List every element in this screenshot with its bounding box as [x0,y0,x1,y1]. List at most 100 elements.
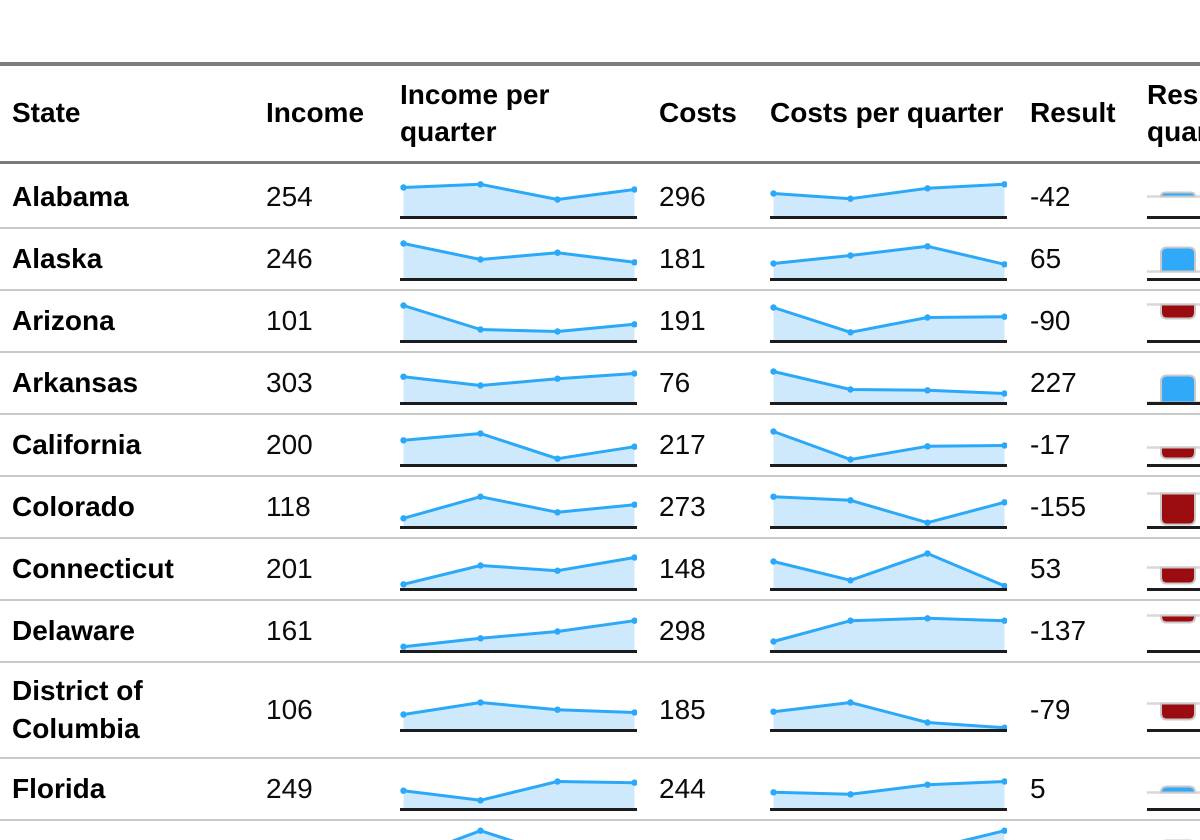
state-name: Arkansas [12,366,139,398]
state-name: Arizona [12,304,115,336]
result-value: -79 [1030,694,1071,725]
result-value [1030,821,1142,840]
costs-sparkline [770,601,1007,661]
income-sparkline [400,477,637,537]
costs-sparkline [770,353,1007,413]
result-bar-chart [1147,539,1200,599]
income-sparkline [400,415,637,475]
result-bar-chart [1147,477,1200,537]
income-value: 101 [266,305,313,336]
income-value: 246 [266,243,313,274]
table-row: Arkansas 303 76 227 [0,353,1200,415]
state-cell [12,821,257,840]
result-value: -137 [1030,615,1087,646]
state-cell: California [12,415,257,475]
column-header-costs: Costs [659,97,737,129]
costs-sparkline [770,229,1007,289]
state-name: District of Columbia [12,674,143,744]
income-value: 118 [266,491,311,522]
income-value: 254 [266,181,313,212]
income-sparkline [400,539,637,599]
column-header-costs-per-quarter: Costs per quarter [770,97,1004,129]
state-name: Florida [12,772,106,804]
table-row: District of Columbia 106 185 -79 [0,663,1200,759]
income-sparkline [400,759,637,819]
costs-value [659,821,763,840]
result-value: 65 [1030,243,1062,274]
table-row: Arizona 101 191 -90 [0,291,1200,353]
column-header-income: Income [266,97,365,129]
result-bar-chart [1147,167,1200,227]
result-value: -17 [1030,429,1071,460]
income-sparkline [400,167,637,227]
costs-sparkline [770,415,1007,475]
costs-value: 296 [659,181,706,212]
state-name: Connecticut [12,552,174,584]
result-value: -42 [1030,181,1071,212]
result-value: 53 [1030,553,1062,584]
costs-sparkline [770,759,1007,819]
table-row [0,821,1200,840]
result-bar-chart [1147,229,1200,289]
column-header-income-per-quarter: Income per quarter [400,78,550,147]
income-value: 201 [266,553,313,584]
costs-value: 191 [659,305,706,336]
result-bar-chart [1147,353,1200,413]
table-row: California 200 217 -17 [0,415,1200,477]
result-bar-chart [1147,663,1200,757]
state-cell: Alaska [12,229,257,289]
income-sparkline [400,229,637,289]
costs-value: 181 [659,243,706,274]
table-row: Alaska 246 181 65 [0,229,1200,291]
income-value: 161 [266,615,313,646]
state-name: Colorado [12,490,135,522]
result-value: 227 [1030,367,1077,398]
result-value: -90 [1030,305,1071,336]
table-row: Alabama 254 296 -42 [0,167,1200,229]
state-cell: Delaware [12,601,257,661]
state-cell: Florida [12,759,257,819]
result-value: -155 [1030,491,1087,522]
costs-value: 185 [659,694,706,725]
income-sparkline [400,291,637,351]
costs-sparkline [770,477,1007,537]
table-header-row: State Income Income per quarter Costs Co… [0,66,1200,164]
table-row: Colorado 118 273 -155 [0,477,1200,539]
costs-value: 273 [659,491,706,522]
column-header-state: State [12,97,81,129]
costs-value: 148 [659,553,706,584]
column-header-result: Result [1030,97,1116,129]
income-value: 106 [266,694,313,725]
table-body: Alabama 254 296 -42 Alaska 246 181 65 Ar… [0,167,1200,840]
result-value: 5 [1030,773,1046,804]
result-bar-chart [1147,759,1200,819]
costs-sparkline [770,821,1007,840]
costs-value: 244 [659,773,706,804]
income-value: 200 [266,429,313,460]
income-sparkline [400,663,637,757]
state-cell: Arkansas [12,353,257,413]
state-name: California [12,428,142,460]
state-cell: Arizona [12,291,257,351]
state-name: Delaware [12,614,135,646]
result-bar-chart [1147,291,1200,351]
income-value: 303 [266,367,313,398]
state-cell: Alabama [12,167,257,227]
costs-sparkline [770,291,1007,351]
column-header-result-per-quarter: Result per quarter [1147,78,1200,147]
costs-value: 298 [659,615,706,646]
income-value [266,821,394,840]
income-value: 249 [266,773,313,804]
income-sparkline [400,821,637,840]
state-cell: Connecticut [12,539,257,599]
income-sparkline [400,353,637,413]
income-sparkline [400,601,637,661]
state-name: Alaska [12,242,103,274]
result-bar-chart [1147,601,1200,661]
costs-sparkline [770,167,1007,227]
costs-sparkline [770,539,1007,599]
result-bar-chart [1147,415,1200,475]
result-bar-chart [1147,821,1200,840]
costs-value: 76 [659,367,691,398]
